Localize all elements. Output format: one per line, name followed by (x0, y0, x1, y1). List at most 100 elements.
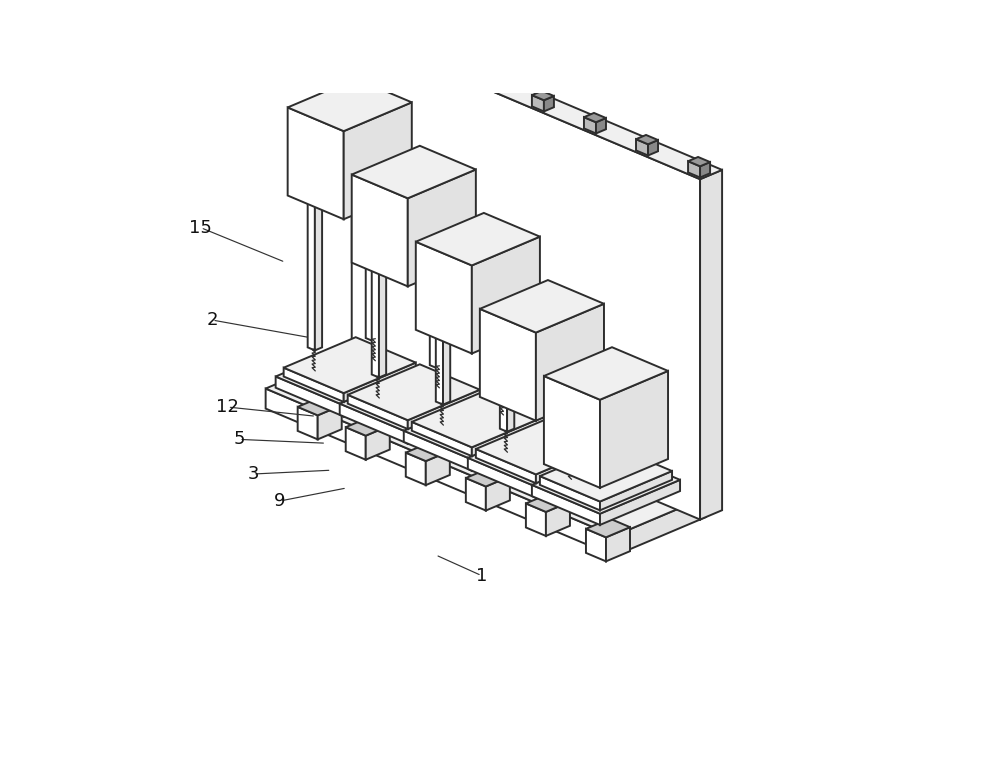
Polygon shape (344, 362, 416, 402)
Polygon shape (532, 95, 544, 111)
Polygon shape (544, 348, 668, 399)
Polygon shape (372, 262, 386, 267)
Polygon shape (379, 265, 386, 378)
Text: 5: 5 (233, 430, 245, 448)
Polygon shape (622, 454, 636, 460)
Polygon shape (494, 319, 508, 325)
Polygon shape (546, 502, 570, 536)
Polygon shape (614, 497, 706, 556)
Polygon shape (468, 424, 616, 487)
Polygon shape (308, 197, 315, 351)
Polygon shape (466, 467, 510, 487)
Polygon shape (636, 135, 658, 144)
Polygon shape (500, 396, 514, 402)
Polygon shape (404, 397, 552, 460)
Polygon shape (426, 451, 450, 485)
Polygon shape (486, 476, 510, 511)
Polygon shape (408, 390, 480, 429)
Polygon shape (565, 389, 572, 423)
Polygon shape (636, 139, 648, 156)
Polygon shape (480, 69, 502, 78)
Polygon shape (536, 303, 604, 421)
Polygon shape (468, 457, 536, 498)
Polygon shape (288, 108, 344, 219)
Polygon shape (501, 322, 508, 396)
Polygon shape (558, 389, 565, 423)
Polygon shape (476, 449, 536, 483)
Polygon shape (366, 185, 380, 191)
Polygon shape (571, 456, 578, 469)
Polygon shape (480, 280, 604, 333)
Polygon shape (492, 74, 502, 90)
Polygon shape (596, 118, 606, 133)
Polygon shape (436, 331, 443, 405)
Polygon shape (500, 399, 507, 432)
Polygon shape (408, 399, 488, 444)
Polygon shape (472, 426, 552, 471)
Polygon shape (373, 188, 380, 341)
Polygon shape (284, 337, 416, 393)
Polygon shape (406, 443, 450, 461)
Polygon shape (700, 170, 722, 519)
Text: 12: 12 (216, 398, 239, 416)
Polygon shape (544, 96, 554, 111)
Polygon shape (532, 451, 680, 514)
Polygon shape (600, 371, 668, 488)
Polygon shape (436, 328, 450, 334)
Polygon shape (416, 241, 472, 354)
Polygon shape (376, 29, 388, 46)
Polygon shape (688, 161, 700, 177)
Polygon shape (472, 237, 540, 354)
Polygon shape (406, 453, 426, 485)
Text: 15: 15 (189, 218, 212, 237)
Polygon shape (340, 403, 408, 444)
Polygon shape (315, 197, 322, 351)
Polygon shape (564, 463, 578, 469)
Polygon shape (298, 407, 318, 440)
Polygon shape (352, 175, 408, 286)
Polygon shape (430, 252, 444, 258)
Polygon shape (276, 343, 424, 406)
Polygon shape (472, 417, 544, 456)
Polygon shape (443, 331, 450, 405)
Polygon shape (344, 102, 412, 219)
Polygon shape (288, 79, 412, 131)
Polygon shape (428, 51, 440, 67)
Polygon shape (540, 476, 600, 510)
Polygon shape (346, 417, 390, 436)
Polygon shape (586, 529, 606, 561)
Polygon shape (352, 22, 722, 180)
Polygon shape (308, 194, 322, 200)
Text: 16: 16 (339, 142, 362, 159)
Polygon shape (412, 422, 472, 456)
Polygon shape (700, 162, 710, 177)
Polygon shape (348, 365, 480, 420)
Polygon shape (416, 213, 540, 265)
Text: 2: 2 (206, 311, 218, 329)
Polygon shape (688, 157, 710, 166)
Polygon shape (440, 52, 450, 67)
Polygon shape (532, 91, 554, 100)
Polygon shape (480, 309, 536, 421)
Polygon shape (586, 519, 630, 537)
Polygon shape (404, 430, 472, 471)
Polygon shape (276, 376, 344, 416)
Polygon shape (494, 322, 501, 396)
Polygon shape (584, 117, 596, 133)
Polygon shape (476, 419, 608, 474)
Polygon shape (648, 140, 658, 156)
Polygon shape (629, 447, 636, 460)
Text: 3: 3 (247, 465, 259, 483)
Polygon shape (372, 265, 379, 378)
Polygon shape (318, 406, 342, 440)
Polygon shape (298, 397, 342, 416)
Polygon shape (428, 47, 450, 57)
Polygon shape (284, 368, 344, 402)
Polygon shape (507, 399, 514, 432)
Polygon shape (606, 527, 630, 561)
Text: 9: 9 (274, 492, 286, 510)
Polygon shape (536, 453, 616, 498)
Polygon shape (430, 255, 437, 368)
Polygon shape (388, 30, 398, 46)
Polygon shape (526, 493, 570, 512)
